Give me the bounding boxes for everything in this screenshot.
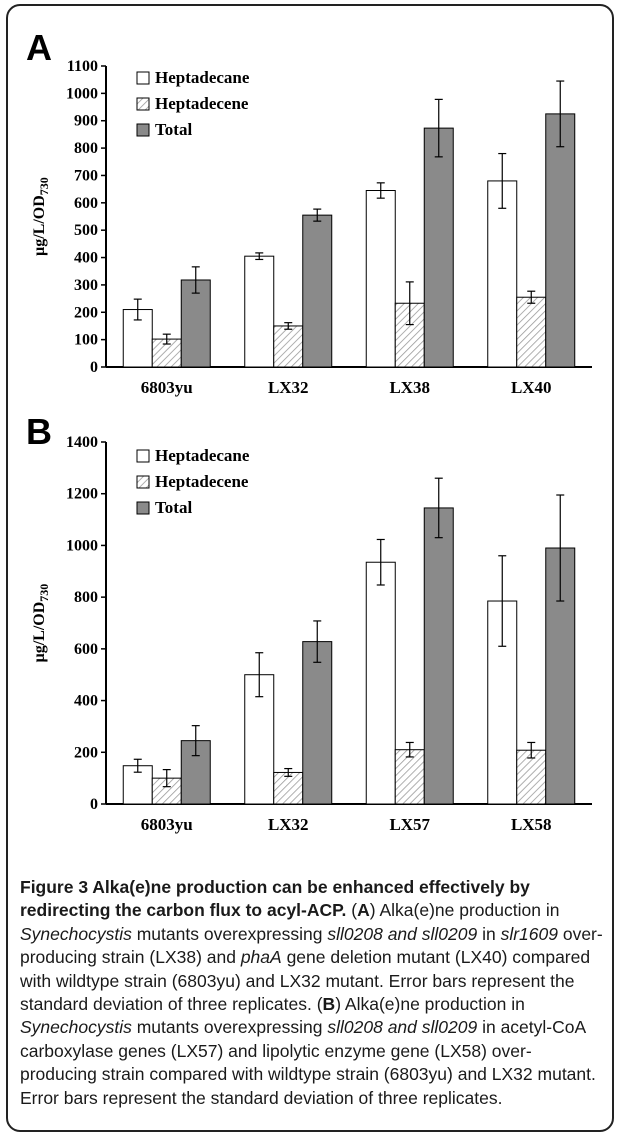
y-tick-label: 1000 bbox=[66, 537, 98, 554]
legend-swatch-heptadecane bbox=[136, 71, 150, 85]
x-category-label: 6803yu bbox=[141, 815, 193, 834]
caption-segment: sll0208 and sll0209 bbox=[327, 1017, 478, 1038]
y-tick-label: 200 bbox=[74, 304, 98, 321]
chart-panel-a: A 0 100 200 300 400 500 600 700 800 900 1000 1100 μg… bbox=[26, 27, 592, 397]
y-tick-label: 400 bbox=[74, 693, 98, 710]
caption-title: Figure 3 Alka(e)ne production can be enh… bbox=[20, 877, 530, 921]
y-tick-label: 300 bbox=[74, 277, 98, 294]
legend-label-total: Total bbox=[155, 120, 192, 139]
y-tick-label: 600 bbox=[74, 195, 98, 212]
bar-total-lx57 bbox=[423, 507, 454, 805]
legend-label-total: Total bbox=[155, 498, 192, 517]
bar-heptadecane-lx40 bbox=[487, 180, 518, 368]
x-category-label: LX57 bbox=[389, 815, 430, 834]
y-tick-label: 400 bbox=[74, 250, 98, 267]
y-tick-label: 0 bbox=[90, 796, 98, 813]
y-tick-label: 1000 bbox=[66, 85, 98, 102]
y-tick-label: 800 bbox=[74, 140, 98, 157]
caption-segment: gene deletion mutant (LX40) compared wit… bbox=[20, 947, 591, 1015]
bar-heptadecene-lx32 bbox=[273, 771, 304, 805]
y-tick-label: 700 bbox=[74, 167, 98, 184]
y-tick-label: 500 bbox=[74, 222, 98, 239]
x-category-label: LX40 bbox=[511, 378, 552, 397]
caption-segment: phaA bbox=[240, 947, 282, 968]
legend-label-heptadecane: Heptadecane bbox=[155, 68, 250, 87]
caption-segment: in bbox=[477, 923, 501, 944]
legend-swatch-heptadecane bbox=[136, 449, 150, 463]
y-tick-label: 0 bbox=[90, 359, 98, 376]
bar-heptadecene-lx57 bbox=[394, 749, 425, 805]
caption-segment: sll0208 and sll0209 bbox=[327, 923, 478, 944]
caption-segment: mutants overexpressing bbox=[131, 923, 328, 944]
bar-heptadecane-lx38 bbox=[365, 190, 396, 368]
y-tick-label: 200 bbox=[74, 744, 98, 761]
x-category-label: 6803yu bbox=[141, 378, 193, 397]
legend-label-heptadecane: Heptadecane bbox=[155, 446, 250, 465]
figure-caption: Figure 3 Alka(e)ne production can be enh… bbox=[20, 876, 604, 1110]
bar-heptadecene-lx32 bbox=[273, 325, 304, 368]
bar-total-lx32 bbox=[302, 214, 333, 368]
x-category-label: LX32 bbox=[268, 815, 309, 834]
caption-segment: mutants overexpressing bbox=[131, 1017, 328, 1038]
bar-heptadecane-lx32 bbox=[244, 255, 275, 368]
bar-heptadecene-lx58 bbox=[516, 749, 547, 805]
caption-segment: ) Alka(e)ne production in bbox=[335, 994, 525, 1015]
x-category-label: LX32 bbox=[268, 378, 309, 397]
bar-total-lx40 bbox=[545, 113, 576, 368]
legend-label-heptadecene: Heptadecene bbox=[155, 94, 249, 113]
caption-segment: B bbox=[322, 994, 336, 1015]
bar-total-lx38 bbox=[423, 127, 454, 368]
panel-letter-a: A bbox=[26, 27, 52, 68]
caption-segment: Synechocystis bbox=[20, 923, 132, 944]
x-category-label: LX38 bbox=[389, 378, 430, 397]
y-tick-label: 900 bbox=[74, 113, 98, 130]
y-tick-label: 100 bbox=[74, 332, 98, 349]
x-category-label: LX58 bbox=[511, 815, 552, 834]
legend-swatch-total bbox=[136, 123, 150, 137]
y-axis-label: μg/L/OD730 bbox=[31, 584, 51, 663]
y-tick-label: 600 bbox=[74, 641, 98, 658]
caption-segment: A bbox=[357, 900, 370, 921]
bar-heptadecene-lx40 bbox=[516, 296, 547, 368]
bar-total-lx32 bbox=[302, 641, 333, 805]
bar-total-6803yu bbox=[180, 279, 211, 368]
legend-swatch-total bbox=[136, 501, 150, 515]
caption-segment: slr1609 bbox=[500, 923, 558, 944]
y-axis-label: μg/L/OD730 bbox=[31, 177, 51, 256]
caption-segment: in acetyl-CoA carboxylase genes (LX57) a… bbox=[20, 1017, 596, 1108]
bar-heptadecane-lx57 bbox=[365, 561, 396, 805]
caption-segment: over-producing strain (LX38) and bbox=[20, 923, 603, 968]
y-tick-label: 800 bbox=[74, 589, 98, 606]
legend-swatch-heptadecene bbox=[136, 97, 150, 111]
y-tick-label: 1400 bbox=[66, 434, 98, 451]
y-tick-label: 1100 bbox=[67, 58, 98, 75]
caption-segment: Synechocystis bbox=[20, 1017, 132, 1038]
legend-swatch-heptadecene bbox=[136, 475, 150, 489]
caption-segment: ) Alka(e)ne production in bbox=[369, 900, 560, 921]
chart-panel-b: B 0 200 400 600 800 1000 1200 1400 μg/L/OD730 680… bbox=[26, 411, 592, 834]
y-tick-label: 1200 bbox=[66, 486, 98, 503]
panel-letter-b: B bbox=[26, 411, 52, 452]
legend-label-heptadecene: Heptadecene bbox=[155, 472, 249, 491]
caption-segment: ( bbox=[351, 900, 358, 921]
